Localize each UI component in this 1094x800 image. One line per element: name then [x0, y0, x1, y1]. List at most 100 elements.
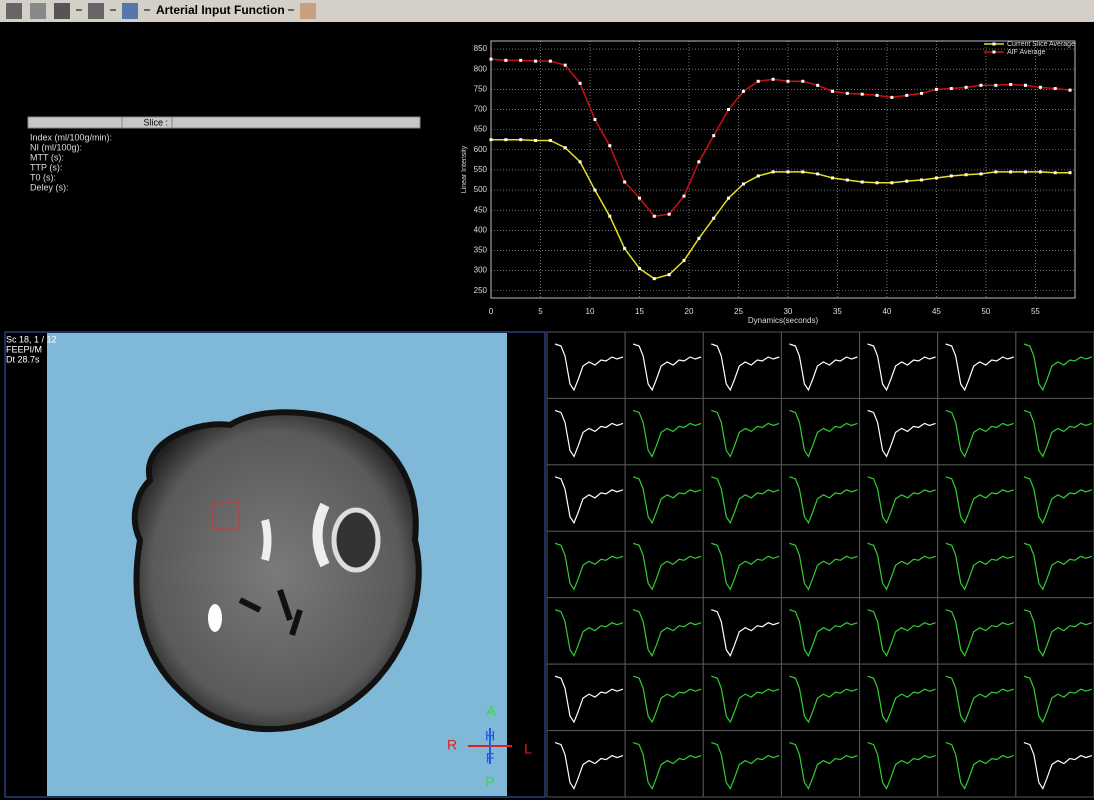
data-point: [1009, 83, 1012, 86]
data-point: [786, 170, 789, 173]
data-point: [623, 247, 626, 250]
data-point: [1069, 89, 1072, 92]
thumbnail-cell[interactable]: [860, 332, 938, 398]
thumbnail-cell[interactable]: [547, 398, 625, 464]
thumbnail-cell[interactable]: [703, 531, 781, 597]
data-point: [504, 138, 507, 141]
data-point: [519, 138, 522, 141]
orientation-label: R: [447, 737, 457, 753]
thumbnail-cell[interactable]: [938, 664, 1016, 730]
thumbnail-cell[interactable]: [703, 465, 781, 531]
data-point: [653, 215, 656, 218]
tool-button[interactable]: [300, 3, 316, 19]
y-tick-label: 600: [474, 145, 488, 154]
tool-button[interactable]: [6, 3, 22, 19]
legend-marker: [993, 43, 996, 46]
thumbnail-cell[interactable]: [860, 398, 938, 464]
y-tick-label: 400: [474, 225, 488, 234]
thumbnail-cell[interactable]: [703, 332, 781, 398]
thumbnail-cell[interactable]: [781, 598, 859, 664]
data-point: [965, 173, 968, 176]
thumbnail-cell[interactable]: [860, 531, 938, 597]
data-point: [490, 58, 493, 61]
toolbar-title[interactable]: Arterial Input Function: [156, 3, 285, 17]
thumbnail-cell[interactable]: [625, 531, 703, 597]
thumbnail-cell[interactable]: [860, 664, 938, 730]
thumbnail-cell[interactable]: [625, 664, 703, 730]
thumbnail-cell[interactable]: [547, 465, 625, 531]
y-tick-label: 800: [474, 64, 488, 73]
thumbnail-cell[interactable]: [1016, 398, 1094, 464]
thumbnail-cell[interactable]: [1016, 598, 1094, 664]
data-point: [549, 139, 552, 142]
thumbnail-cell[interactable]: [781, 664, 859, 730]
data-point: [668, 273, 671, 276]
thumbnail-cell[interactable]: [781, 531, 859, 597]
data-point: [668, 213, 671, 216]
aif-chart: 2503003504004505005506006507007508008500…: [461, 41, 1075, 325]
tool-button[interactable]: [54, 3, 70, 19]
thumbnail-cell[interactable]: [938, 398, 1016, 464]
thumbnail-cell[interactable]: [625, 332, 703, 398]
data-point: [683, 259, 686, 262]
thumbnail-cell[interactable]: [625, 465, 703, 531]
data-point: [608, 215, 611, 218]
x-tick-label: 20: [685, 307, 694, 316]
thumbnail-cell[interactable]: [547, 531, 625, 597]
data-point: [742, 183, 745, 186]
thumbnail-cell[interactable]: [781, 731, 859, 797]
legend-label: AIF Average: [1007, 49, 1046, 56]
thumbnail-cell[interactable]: [625, 398, 703, 464]
thumbnail-cell[interactable]: [938, 332, 1016, 398]
thumbnail-cell[interactable]: [1016, 332, 1094, 398]
thumbnail-cell[interactable]: [938, 531, 1016, 597]
data-point: [534, 60, 537, 63]
data-point: [712, 134, 715, 137]
data-point: [950, 174, 953, 177]
thumbnail-cell[interactable]: [547, 664, 625, 730]
thumbnail-cell[interactable]: [547, 332, 625, 398]
x-tick-label: 50: [981, 307, 990, 316]
thumbnail-cell[interactable]: [547, 598, 625, 664]
thumbnail-cell[interactable]: [703, 731, 781, 797]
thumbnail-cell[interactable]: [703, 598, 781, 664]
y-tick-label: 250: [474, 286, 488, 295]
thumbnail-cell[interactable]: [860, 731, 938, 797]
thumbnail-cell[interactable]: [1016, 731, 1094, 797]
tool-button[interactable]: [30, 3, 46, 19]
data-point: [608, 144, 611, 147]
data-point: [1039, 86, 1042, 89]
y-tick-label: 750: [474, 84, 488, 93]
thumbnail-cell[interactable]: [860, 598, 938, 664]
tool-button[interactable]: [88, 3, 104, 19]
thumbnail-cell[interactable]: [938, 465, 1016, 531]
thumbnail-cell[interactable]: [860, 465, 938, 531]
thumbnail-cell[interactable]: [703, 398, 781, 464]
data-point: [757, 80, 760, 83]
x-tick-label: 35: [833, 307, 842, 316]
thumbnail-cell[interactable]: [938, 598, 1016, 664]
thumbnail-cell[interactable]: [1016, 531, 1094, 597]
thumbnail-cell[interactable]: [781, 465, 859, 531]
data-point: [965, 86, 968, 89]
orientation-label: L: [524, 741, 532, 757]
data-point: [564, 64, 567, 67]
thumbnail-cell[interactable]: [1016, 664, 1094, 730]
tool-button[interactable]: [122, 3, 138, 19]
data-point: [801, 80, 804, 83]
result-label: NI (ml/100g):: [30, 142, 82, 152]
thumbnail-cell[interactable]: [1016, 465, 1094, 531]
data-point: [1054, 87, 1057, 90]
x-tick-label: 45: [932, 307, 941, 316]
thumbnail-cell[interactable]: [703, 664, 781, 730]
x-tick-label: 55: [1031, 307, 1040, 316]
brain-image: [135, 412, 419, 729]
thumbnail-cell[interactable]: [625, 731, 703, 797]
thumbnail-cell[interactable]: [781, 332, 859, 398]
thumbnail-cell[interactable]: [781, 398, 859, 464]
data-point: [861, 180, 864, 183]
thumbnail-cell[interactable]: [547, 731, 625, 797]
thumbnail-cell[interactable]: [625, 598, 703, 664]
x-tick-label: 5: [538, 307, 543, 316]
thumbnail-cell[interactable]: [938, 731, 1016, 797]
